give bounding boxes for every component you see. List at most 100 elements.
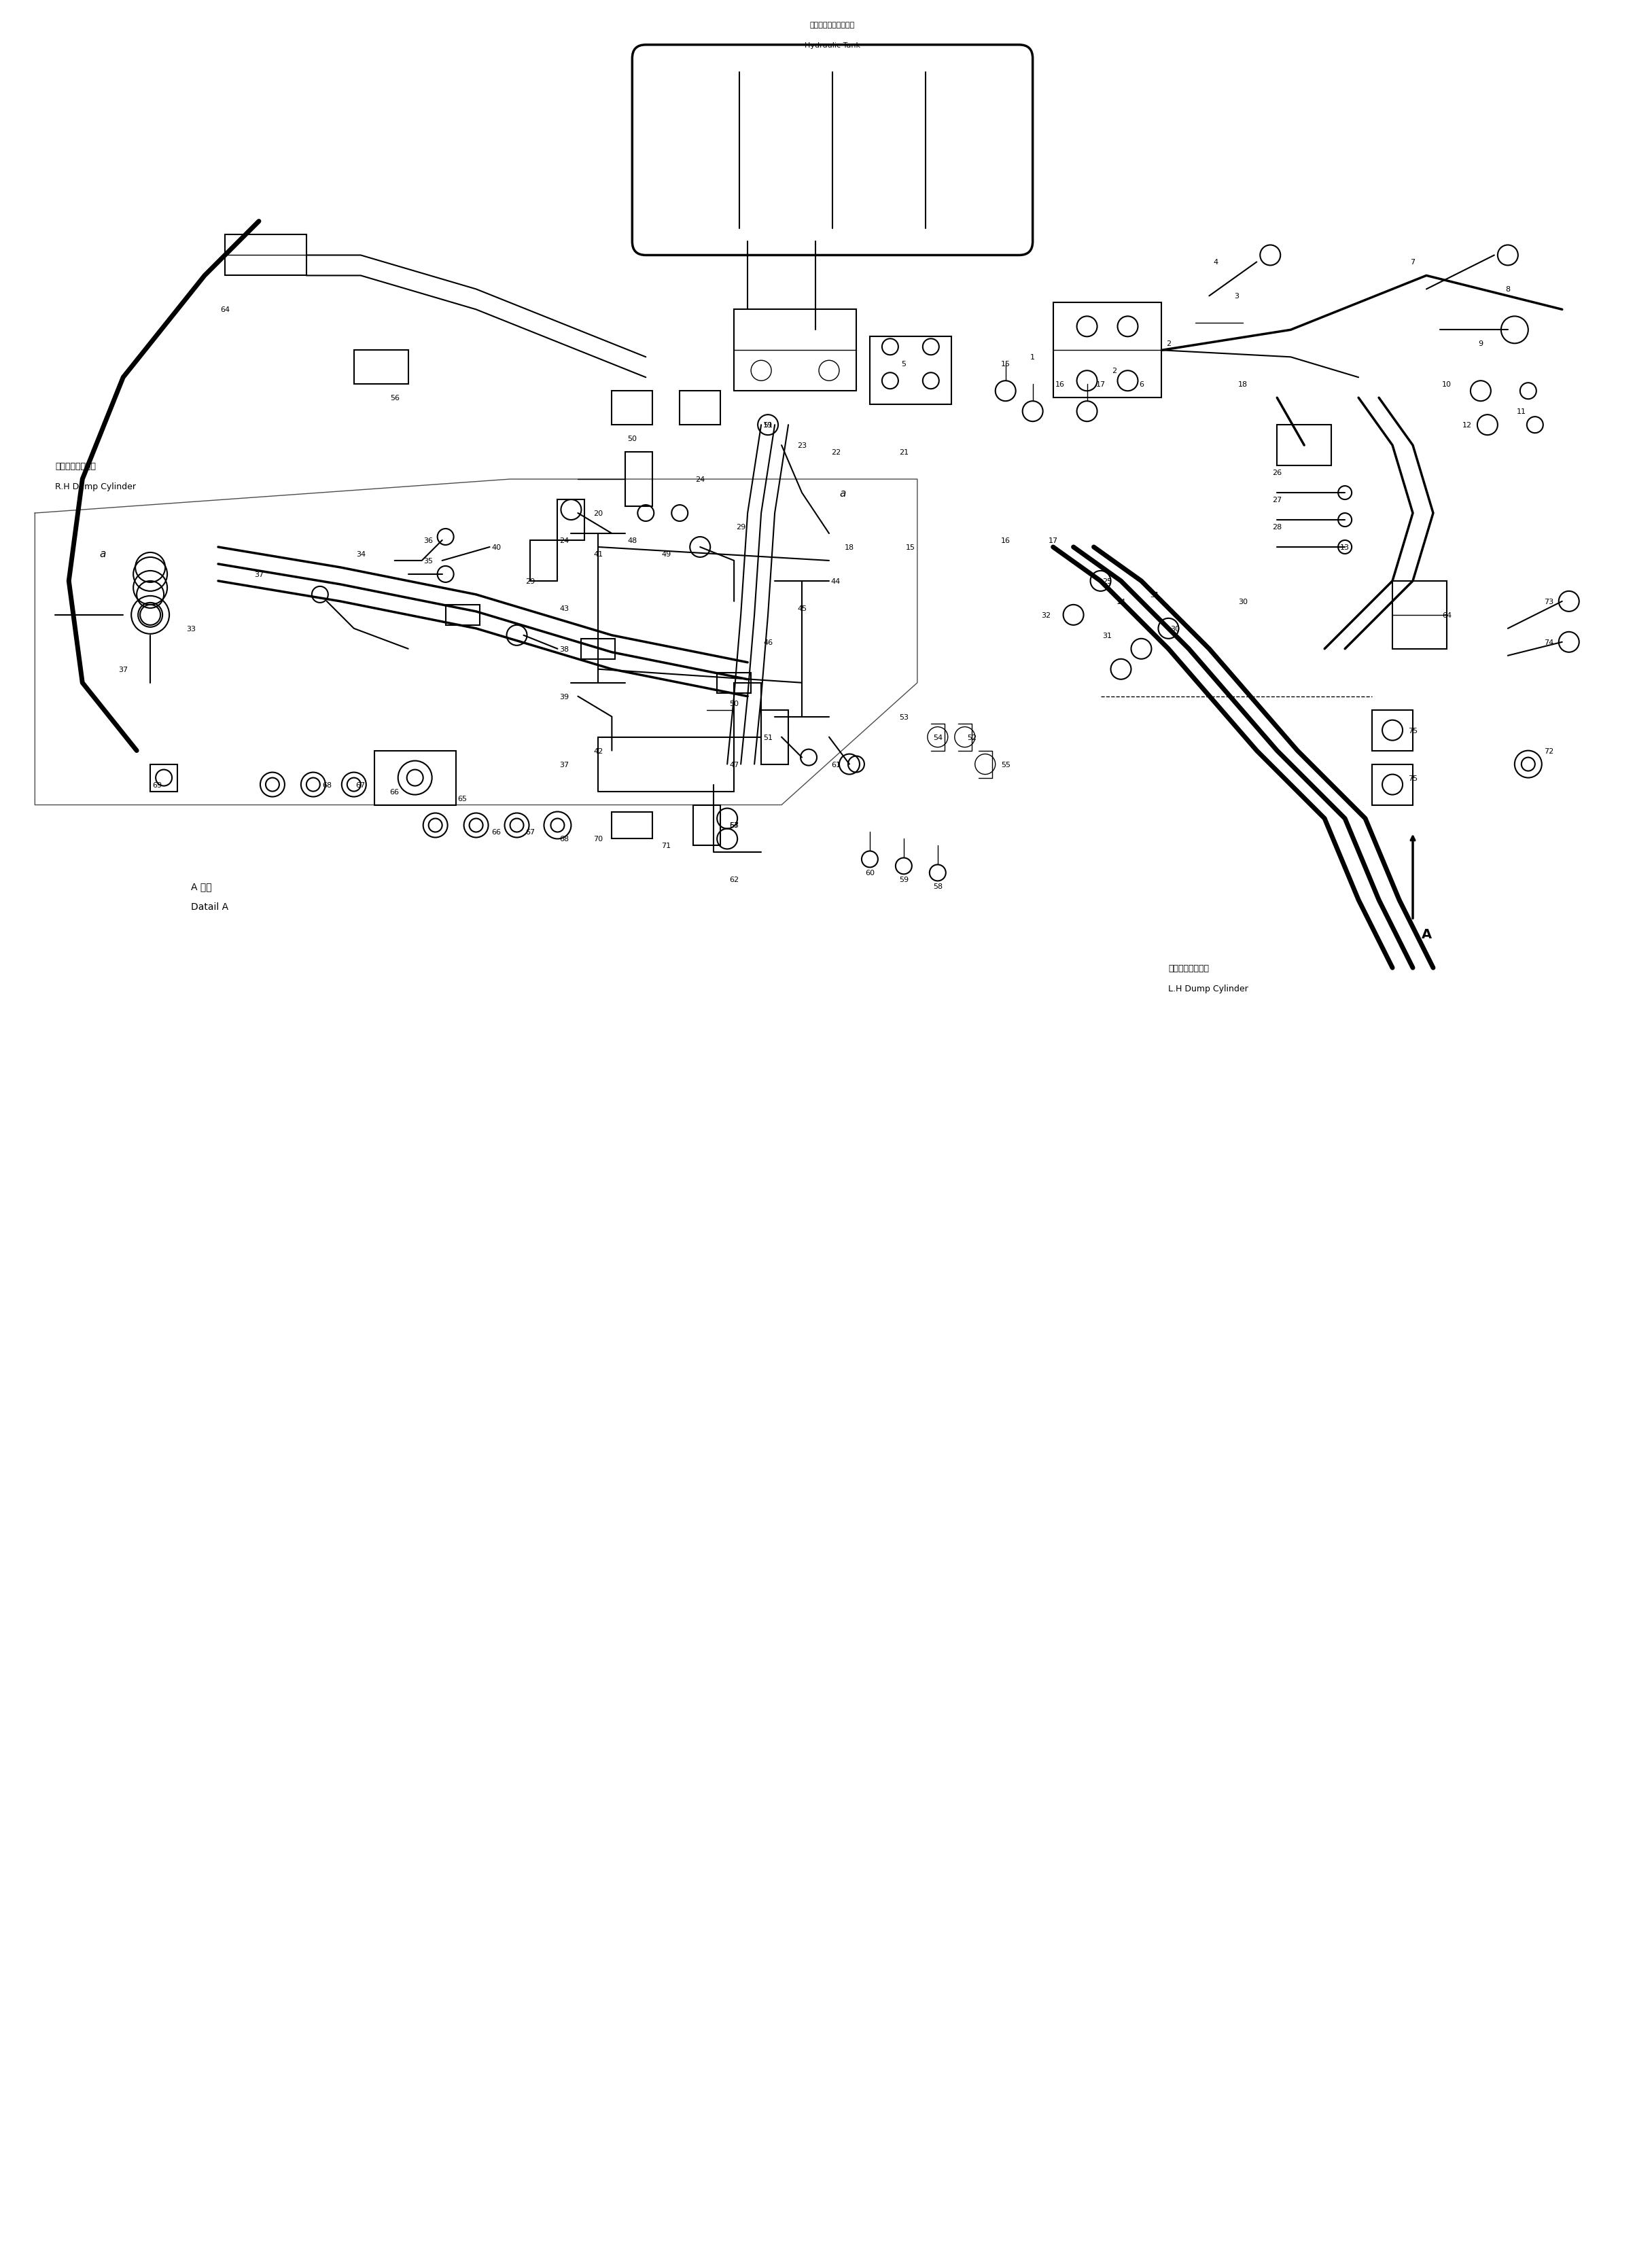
Bar [354, 350, 408, 384]
Text: 35: 35 [425, 557, 433, 563]
Text: ハイドロリックタンク: ハイドロリックタンク [809, 22, 856, 29]
Text: 45: 45 [798, 606, 806, 613]
Text: 40: 40 [492, 543, 501, 550]
Bar [611, 813, 653, 840]
Text: 14: 14 [1117, 599, 1125, 606]
Text: 68: 68 [560, 835, 570, 842]
Text: 47: 47 [729, 761, 738, 768]
Text: L.H Dump Cylinder: L.H Dump Cylinder [1168, 983, 1249, 992]
Text: 68: 68 [322, 781, 332, 788]
Text: 18: 18 [1239, 382, 1247, 388]
Text: 13: 13 [1340, 543, 1350, 550]
Bar [717, 674, 752, 694]
Text: 65: 65 [458, 795, 468, 801]
Text: 42: 42 [593, 748, 603, 754]
Bar [1277, 424, 1332, 467]
Text: 26: 26 [1272, 469, 1282, 476]
Text: 29: 29 [737, 523, 745, 530]
Text: 62: 62 [729, 876, 738, 882]
Bar [375, 752, 456, 806]
Text: 右ダンプシリンダ: 右ダンプシリンダ [55, 462, 96, 471]
Text: A 詳細: A 詳細 [192, 882, 211, 891]
Text: 18: 18 [844, 543, 854, 550]
Text: 19: 19 [763, 422, 773, 429]
Text: 71: 71 [661, 842, 671, 849]
Bar [694, 806, 720, 846]
Text: 51: 51 [763, 734, 773, 741]
Text: a: a [99, 550, 106, 559]
Text: 31: 31 [1102, 633, 1112, 640]
Bar [530, 541, 557, 581]
Text: 22: 22 [831, 449, 841, 456]
Text: 30: 30 [1171, 626, 1180, 633]
Text: 51: 51 [763, 422, 773, 429]
Text: 63: 63 [729, 822, 738, 828]
Text: 4: 4 [1214, 258, 1219, 265]
Text: 73: 73 [1543, 599, 1553, 606]
Text: 15: 15 [1001, 361, 1011, 368]
Text: 25: 25 [1102, 577, 1112, 584]
Text: 28: 28 [1272, 523, 1282, 530]
Bar [1373, 709, 1412, 752]
Text: 55: 55 [1001, 761, 1011, 768]
Text: 30: 30 [1239, 599, 1247, 606]
Text: 左ダンプシリンダ: 左ダンプシリンダ [1168, 963, 1209, 972]
Text: 17: 17 [1095, 382, 1105, 388]
Text: 32: 32 [1041, 613, 1051, 620]
Text: 38: 38 [560, 647, 570, 653]
Text: 69: 69 [152, 781, 162, 788]
Text: 74: 74 [1543, 640, 1553, 647]
Text: 29: 29 [525, 577, 535, 584]
Text: 11: 11 [1517, 409, 1526, 415]
Text: 64: 64 [220, 308, 230, 314]
Text: 2: 2 [1166, 341, 1171, 348]
Text: 37: 37 [119, 667, 127, 674]
Text: 66: 66 [492, 828, 501, 835]
Text: 3: 3 [1234, 294, 1239, 301]
Text: 16: 16 [1056, 382, 1064, 388]
Text: 21: 21 [899, 449, 909, 456]
Text: 6: 6 [1138, 382, 1143, 388]
Text: 66: 66 [390, 788, 400, 795]
Text: 58: 58 [933, 882, 942, 889]
Text: 9: 9 [1479, 341, 1483, 348]
Text: 54: 54 [933, 734, 942, 741]
Text: 23: 23 [798, 442, 806, 449]
Text: 50: 50 [729, 700, 738, 707]
Text: 7: 7 [1411, 258, 1416, 265]
Text: 10: 10 [1442, 382, 1452, 388]
Text: 12: 12 [1462, 422, 1472, 429]
Bar [611, 391, 653, 424]
Text: a: a [839, 487, 846, 498]
Bar [871, 337, 952, 404]
Text: 17: 17 [1049, 537, 1057, 543]
Text: Hydraulic Tank: Hydraulic Tank [805, 43, 861, 49]
Text: 20: 20 [593, 510, 603, 516]
Text: 75: 75 [1408, 727, 1417, 734]
Bar [762, 709, 788, 766]
Text: 48: 48 [628, 537, 638, 543]
Text: A: A [1421, 927, 1432, 941]
Text: 50: 50 [628, 436, 638, 442]
Bar [733, 682, 762, 736]
Text: 24: 24 [560, 537, 570, 543]
Text: 41: 41 [593, 550, 603, 557]
Text: 33: 33 [187, 626, 195, 633]
Bar [626, 453, 653, 507]
Text: 15: 15 [905, 543, 915, 550]
Text: 27: 27 [1272, 496, 1282, 503]
Text: 46: 46 [763, 640, 773, 647]
Text: 36: 36 [425, 537, 433, 543]
Text: 39: 39 [560, 694, 570, 700]
Text: 37: 37 [254, 570, 264, 577]
FancyBboxPatch shape [633, 45, 1032, 256]
Bar [1373, 766, 1412, 806]
Text: 70: 70 [593, 835, 603, 842]
Text: 67: 67 [525, 828, 535, 835]
Text: 72: 72 [1543, 748, 1553, 754]
Text: 43: 43 [560, 606, 570, 613]
Bar [1393, 581, 1447, 649]
Text: 61: 61 [831, 761, 841, 768]
Text: 75: 75 [1408, 775, 1417, 781]
Text: 5: 5 [902, 361, 905, 368]
